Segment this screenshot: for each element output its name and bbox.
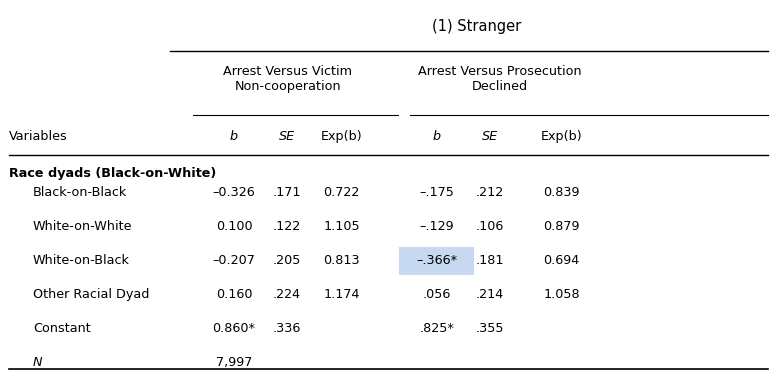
Text: Arrest Versus Victim
Non-cooperation: Arrest Versus Victim Non-cooperation <box>223 65 353 93</box>
Text: –0.326: –0.326 <box>213 186 255 199</box>
Text: .171: .171 <box>273 186 301 199</box>
Text: 0.813: 0.813 <box>324 254 360 267</box>
Text: 7,997: 7,997 <box>216 356 252 369</box>
Text: 0.160: 0.160 <box>216 288 252 301</box>
Text: SE: SE <box>482 130 498 143</box>
Text: .825*: .825* <box>420 322 454 335</box>
Text: .214: .214 <box>476 288 504 301</box>
Text: White-on-Black: White-on-Black <box>33 254 129 267</box>
Text: 0.879: 0.879 <box>544 220 580 233</box>
Text: –.129: –.129 <box>420 220 454 233</box>
Text: SE: SE <box>279 130 295 143</box>
Text: Arrest Versus Prosecution
Declined: Arrest Versus Prosecution Declined <box>418 65 582 93</box>
Text: b: b <box>230 130 238 143</box>
Text: .205: .205 <box>273 254 301 267</box>
Text: Other Racial Dyad: Other Racial Dyad <box>33 288 149 301</box>
Text: 0.722: 0.722 <box>324 186 360 199</box>
Text: White-on-White: White-on-White <box>33 220 133 233</box>
Text: Race dyads (Black-on-White): Race dyads (Black-on-White) <box>9 167 217 180</box>
Text: 0.860*: 0.860* <box>212 322 256 335</box>
Text: N: N <box>33 356 42 369</box>
Text: .336: .336 <box>273 322 301 335</box>
Text: (1) Stranger: (1) Stranger <box>432 19 521 34</box>
Text: 1.058: 1.058 <box>544 288 580 301</box>
Text: .224: .224 <box>273 288 301 301</box>
Text: 1.105: 1.105 <box>324 220 360 233</box>
Text: .122: .122 <box>273 220 301 233</box>
Text: .056: .056 <box>423 288 451 301</box>
Text: Constant: Constant <box>33 322 90 335</box>
Text: .212: .212 <box>476 186 504 199</box>
Text: .355: .355 <box>476 322 504 335</box>
Text: b: b <box>433 130 441 143</box>
Text: Exp(b): Exp(b) <box>541 130 583 143</box>
Text: Exp(b): Exp(b) <box>321 130 363 143</box>
Text: –.366*: –.366* <box>417 254 457 267</box>
Text: 0.100: 0.100 <box>216 220 252 233</box>
Text: 1.174: 1.174 <box>324 288 360 301</box>
Text: 0.694: 0.694 <box>544 254 580 267</box>
Text: –0.207: –0.207 <box>213 254 255 267</box>
Text: .181: .181 <box>476 254 504 267</box>
Text: –.175: –.175 <box>420 186 454 199</box>
Text: Black-on-Black: Black-on-Black <box>33 186 127 199</box>
Text: .106: .106 <box>476 220 504 233</box>
FancyBboxPatch shape <box>399 247 474 275</box>
Text: Variables: Variables <box>9 130 68 143</box>
Text: 0.839: 0.839 <box>544 186 580 199</box>
